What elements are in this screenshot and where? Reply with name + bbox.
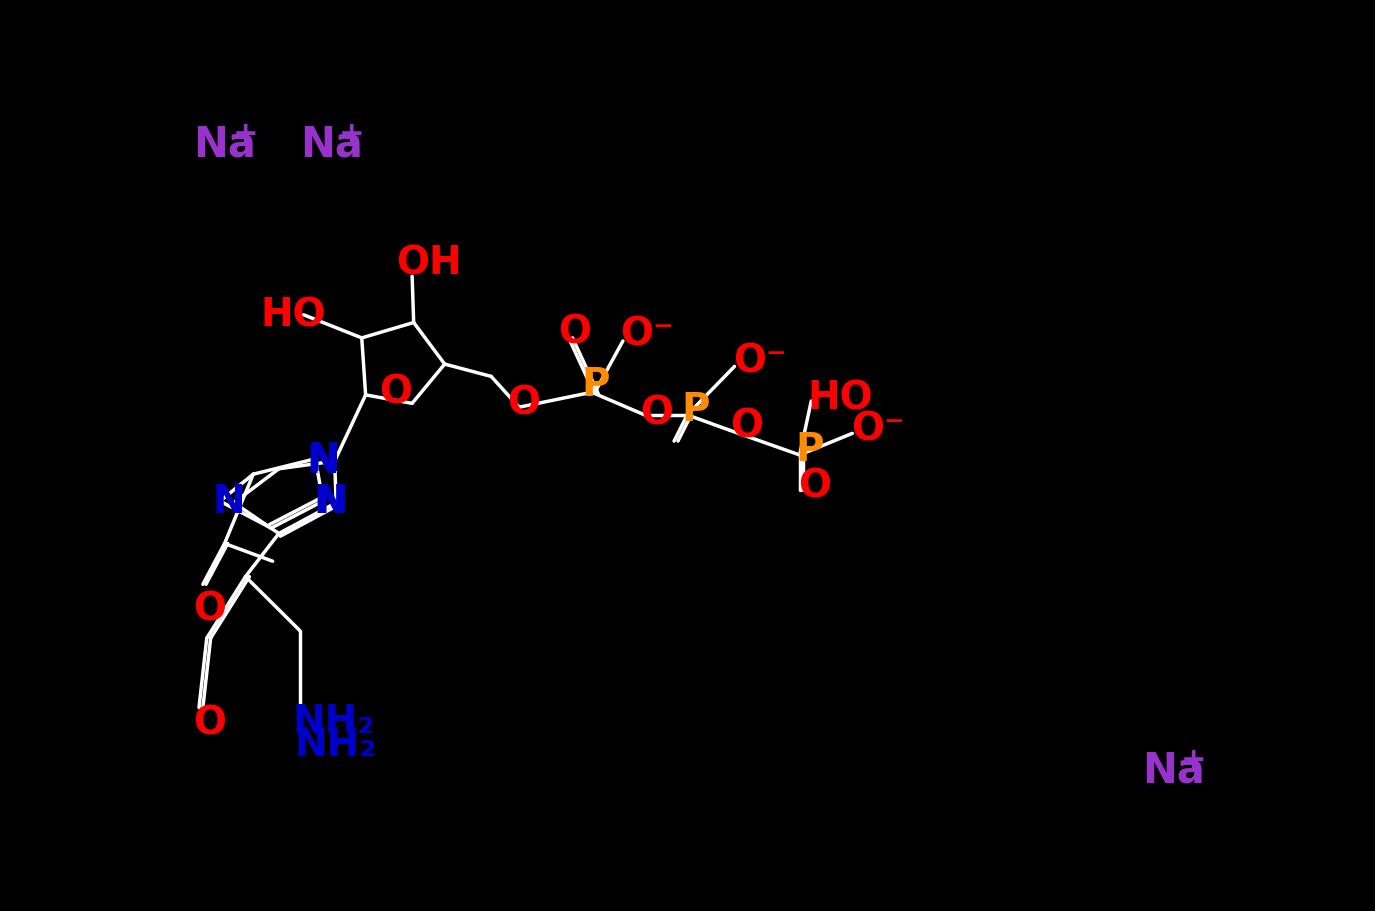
Text: O⁻: O⁻: [620, 315, 674, 353]
Text: HO: HO: [260, 296, 326, 334]
Text: O⁻: O⁻: [851, 410, 905, 448]
Text: +: +: [1181, 745, 1206, 773]
Text: O: O: [639, 394, 672, 432]
Text: NH₂: NH₂: [294, 725, 377, 763]
Text: Na: Na: [300, 123, 363, 165]
Text: Na: Na: [1143, 748, 1204, 790]
Text: O: O: [380, 374, 412, 412]
Text: O: O: [730, 407, 763, 445]
Text: O: O: [558, 313, 591, 352]
Text: N: N: [212, 483, 245, 520]
Text: Na: Na: [194, 123, 257, 165]
Text: O: O: [798, 467, 830, 506]
Text: N: N: [308, 440, 340, 478]
Text: N: N: [307, 443, 340, 481]
Text: OH: OH: [396, 244, 462, 282]
Text: P: P: [795, 430, 824, 468]
Text: HO: HO: [807, 379, 873, 416]
Text: +: +: [338, 119, 364, 148]
Text: N: N: [315, 483, 348, 520]
Text: O: O: [194, 704, 227, 742]
Text: P: P: [682, 390, 711, 428]
Text: P: P: [582, 365, 609, 404]
Text: O: O: [194, 590, 227, 629]
Text: O⁻: O⁻: [733, 343, 786, 381]
Text: N: N: [314, 483, 346, 520]
Text: O: O: [506, 384, 539, 422]
Text: +: +: [232, 119, 258, 148]
Text: N: N: [212, 483, 245, 520]
Text: NH₂: NH₂: [292, 701, 374, 740]
